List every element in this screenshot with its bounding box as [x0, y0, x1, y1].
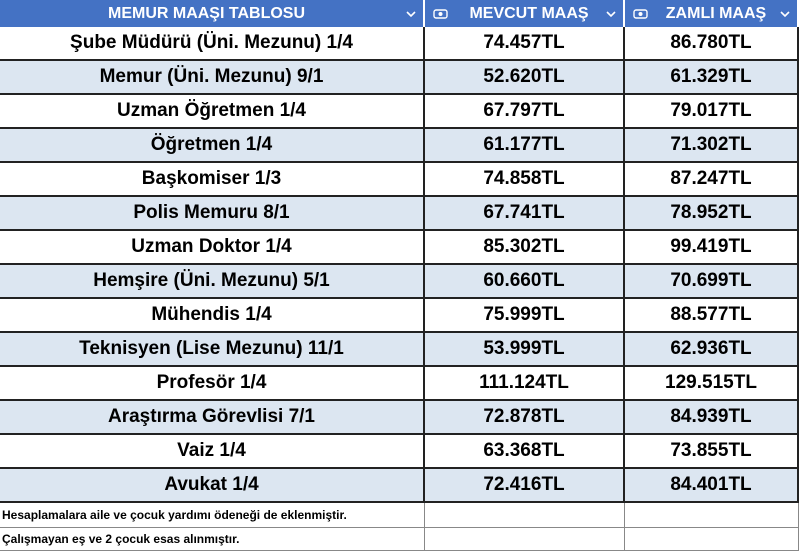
column-header[interactable]: MEVCUT MAAŞ — [425, 0, 625, 27]
salary-cell: 60.660TL — [425, 265, 625, 299]
header-text: MEVCUT MAAŞ — [469, 4, 589, 22]
salary-cell: 74.858TL — [425, 163, 625, 197]
title-cell: Uzman Doktor 1/4 — [0, 231, 425, 265]
salary-cell: 99.419TL — [625, 231, 799, 265]
salary-cell: 129.515TL — [625, 367, 799, 401]
salary-cell: 63.368TL — [425, 435, 625, 469]
header-text: MEMUR MAAŞI TABLOSU — [107, 4, 306, 22]
salary-cell: 62.936TL — [625, 333, 799, 367]
title-cell: Profesör 1/4 — [0, 367, 425, 401]
column-header[interactable]: ZAMLI MAAŞ — [625, 0, 799, 27]
salary-cell: 74.457TL — [425, 27, 625, 61]
footnote: Çalışmayan eş ve 2 çocuk esas alınmıştır… — [0, 528, 425, 551]
empty-cell — [625, 528, 799, 551]
title-cell: Öğretmen 1/4 — [0, 129, 425, 163]
salary-cell: 52.620TL — [425, 61, 625, 95]
salary-cell: 53.999TL — [425, 333, 625, 367]
header-text: ZAMLI MAAŞ — [665, 4, 767, 22]
salary-cell: 79.017TL — [625, 95, 799, 129]
title-cell: Hemşire (Üni. Mezunu) 5/1 — [0, 265, 425, 299]
salary-cell: 88.577TL — [625, 299, 799, 333]
salary-cell: 73.855TL — [625, 435, 799, 469]
salary-cell: 72.878TL — [425, 401, 625, 435]
salary-cell: 67.797TL — [425, 95, 625, 129]
salary-cell: 111.124TL — [425, 367, 625, 401]
title-cell: Vaiz 1/4 — [0, 435, 425, 469]
title-cell: Polis Memuru 8/1 — [0, 197, 425, 231]
title-cell: Avukat 1/4 — [0, 469, 425, 503]
salary-cell: 84.939TL — [625, 401, 799, 435]
title-cell: Başkomiser 1/3 — [0, 163, 425, 197]
salary-cell: 75.999TL — [425, 299, 625, 333]
footnote: Hesaplamalara aile ve çocuk yardımı öden… — [0, 503, 425, 528]
salary-cell: 85.302TL — [425, 231, 625, 265]
title-cell: Araştırma Görevlisi 7/1 — [0, 401, 425, 435]
empty-cell — [425, 503, 625, 528]
salary-cell: 61.329TL — [625, 61, 799, 95]
title-cell: Mühendis 1/4 — [0, 299, 425, 333]
column-header[interactable]: MEMUR MAAŞI TABLOSU — [0, 0, 425, 27]
salary-cell: 67.741TL — [425, 197, 625, 231]
salary-cell: 61.177TL — [425, 129, 625, 163]
salary-cell: 84.401TL — [625, 469, 799, 503]
salary-cell: 87.247TL — [625, 163, 799, 197]
empty-cell — [625, 503, 799, 528]
salary-cell: 72.416TL — [425, 469, 625, 503]
title-cell: Şube Müdürü (Üni. Mezunu) 1/4 — [0, 27, 425, 61]
title-cell: Teknisyen (Lise Mezunu) 11/1 — [0, 333, 425, 367]
salary-cell: 78.952TL — [625, 197, 799, 231]
salary-cell: 70.699TL — [625, 265, 799, 299]
salary-cell: 71.302TL — [625, 129, 799, 163]
salary-cell: 86.780TL — [625, 27, 799, 61]
title-cell: Uzman Öğretmen 1/4 — [0, 95, 425, 129]
empty-cell — [425, 528, 625, 551]
title-cell: Memur (Üni. Mezunu) 9/1 — [0, 61, 425, 95]
